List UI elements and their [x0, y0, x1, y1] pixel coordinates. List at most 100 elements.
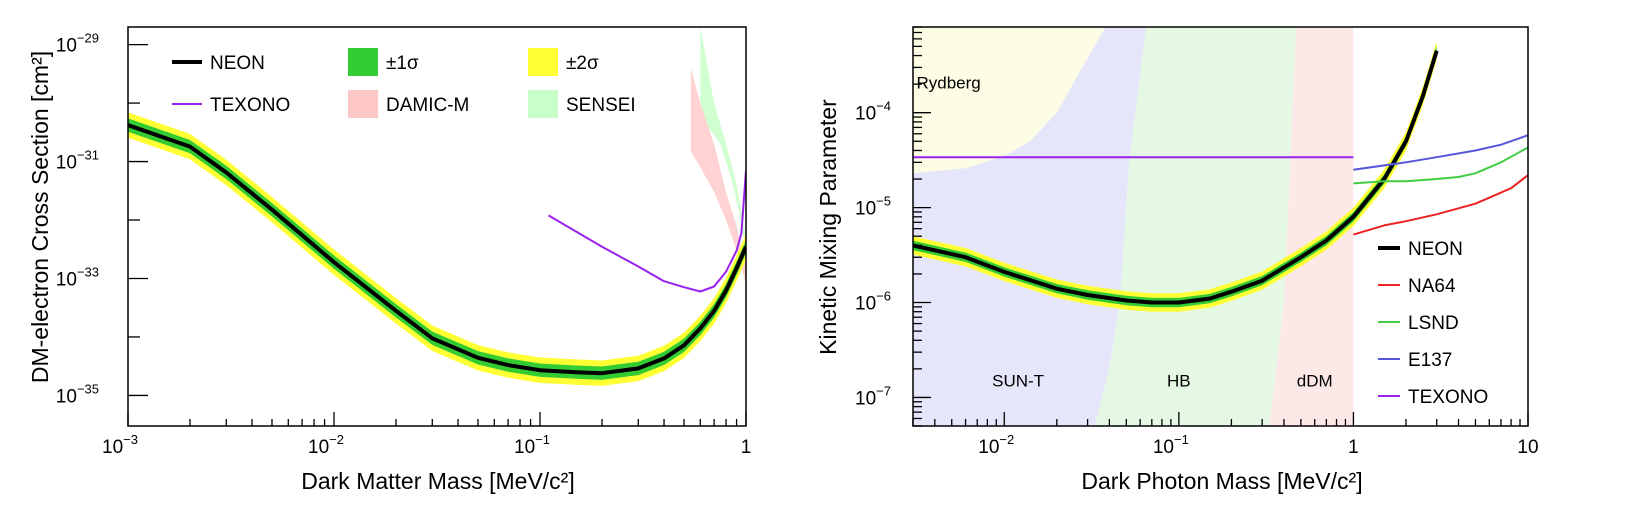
left-y-tick-label: 10−33: [56, 264, 99, 290]
left-line-texono: [547, 170, 746, 293]
left-x-tick-label: 10−1: [514, 432, 550, 458]
legend-label: ±2σ: [566, 53, 599, 74]
right-series-lines: [913, 50, 1528, 305]
legend-entry-neon: NEON: [172, 53, 265, 74]
tick-base: 10: [308, 437, 329, 458]
tick-exponent: −33: [77, 264, 99, 279]
tick-exponent: −3: [123, 432, 138, 447]
tick-exponent: −6: [876, 289, 891, 304]
left-y-tick-label: 10−29: [56, 31, 99, 57]
tick-exponent: −35: [77, 381, 99, 396]
right-excluded-regions: [913, 27, 1354, 426]
region-label-ddm: dDM: [1297, 372, 1333, 391]
left-series-lines: [128, 123, 746, 376]
left-x-tick-label: 10−2: [308, 432, 344, 458]
region-hb: [1094, 27, 1297, 426]
legend-entry-neon: NEON: [1378, 239, 1463, 260]
tick-base: 10: [855, 294, 876, 315]
left-band-2sigma: [128, 112, 746, 386]
right-y-tick-label: 10−7: [855, 383, 891, 409]
legend-label: ±1σ: [386, 53, 419, 74]
legend-label: E137: [1408, 350, 1452, 371]
tick-base: 10: [56, 153, 77, 174]
tick-exponent: −1: [1174, 432, 1189, 447]
tick-base: 10: [514, 437, 535, 458]
left-y-tick-label: 10−35: [56, 381, 99, 407]
tick-exponent: −1: [535, 432, 550, 447]
tick-exponent: −2: [329, 432, 344, 447]
right-legend: NEON NA64 LSND E137 TEXONO: [1378, 239, 1488, 408]
tick-base: 1: [741, 437, 752, 458]
tick-base: 10: [56, 36, 77, 57]
legend-label: NA64: [1408, 276, 1456, 297]
left-band-sensei: [700, 27, 746, 251]
legend-entry-texono: TEXONO: [1378, 387, 1488, 408]
left-x-tick-label: 10−3: [102, 432, 138, 458]
left-y-axis-label: DM-electron Cross Section [cm²]: [27, 51, 53, 383]
tick-base: 10: [56, 269, 77, 290]
right-y-axis-label: Kinetic Mixing Parameter: [815, 99, 841, 355]
region-rydberg: [913, 27, 1106, 174]
legend-swatch: [528, 48, 558, 76]
left-y-tick-label: 10−31: [56, 148, 99, 174]
left-x-tick-label: 1: [741, 437, 752, 458]
tick-base: 10: [1153, 437, 1174, 458]
legend-entry-damic: DAMIC-M: [348, 90, 469, 118]
legend-swatch: [528, 90, 558, 118]
legend-label: DAMIC-M: [386, 95, 469, 116]
legend-label: TEXONO: [1408, 387, 1488, 408]
left-plot-frame: [127, 26, 747, 427]
right-line-lsnd: [1353, 146, 1528, 185]
left-axis-ticks: [127, 43, 747, 426]
tick-exponent: −2: [999, 432, 1014, 447]
region-label-rydberg: Rydberg: [917, 73, 981, 92]
tick-base: 10: [855, 199, 876, 220]
region-label-sun-t: SUN-T: [992, 372, 1044, 391]
right-y-tick-label: 10−6: [855, 289, 891, 315]
tick-base: 10: [855, 104, 876, 125]
legend-label: TEXONO: [210, 95, 290, 116]
legend-entry-lsnd: LSND: [1378, 313, 1459, 334]
legend-entry-na64: NA64: [1378, 276, 1456, 297]
right-line-e137: [1353, 134, 1528, 171]
legend-entry-e137: E137: [1378, 350, 1452, 371]
tick-base: 10: [978, 437, 999, 458]
legend-swatch: [348, 48, 378, 76]
right-x-tick-label: 1: [1348, 437, 1359, 458]
tick-exponent: −4: [876, 99, 891, 114]
right-line-na64: [1353, 174, 1528, 236]
legend-label: LSND: [1408, 313, 1459, 334]
right-x-tick-label: 10: [1517, 437, 1538, 458]
region-label-hb: HB: [1167, 372, 1191, 391]
tick-exponent: −31: [77, 148, 99, 163]
right-x-axis-label: Dark Photon Mass [MeV/c²]: [1081, 468, 1362, 494]
tick-exponent: −5: [876, 194, 891, 209]
legend-entry-s2: ±2σ: [528, 48, 599, 76]
right-y-tick-label: 10−5: [855, 194, 891, 220]
region-ddm: [1269, 27, 1354, 426]
left-sigma-bands: [128, 112, 746, 386]
right-plot-frame: [912, 26, 1529, 427]
tick-exponent: −7: [876, 383, 891, 398]
tick-base: 10: [102, 437, 123, 458]
legend-entry-s1: ±1σ: [348, 48, 419, 76]
left-background-bands: [690, 27, 746, 285]
legend-swatch: [348, 90, 378, 118]
legend-entry-sensei: SENSEI: [528, 90, 636, 118]
right-x-tick-label: 10−2: [978, 432, 1014, 458]
tick-base: 1: [1348, 437, 1359, 458]
right-x-tick-label: 10−1: [1153, 432, 1189, 458]
tick-base: 10: [56, 386, 77, 407]
tick-base: 10: [1517, 437, 1538, 458]
right-y-tick-label: 10−4: [855, 99, 891, 125]
legend-label: SENSEI: [566, 95, 636, 116]
right-region-labels: SUN-T Rydberg HB dDM: [917, 73, 1333, 390]
legend-label: NEON: [1408, 239, 1463, 260]
right-line-neon: [913, 50, 1439, 305]
tick-base: 10: [855, 388, 876, 409]
left-legend: NEON ±1σ ±2σ TEXONO DAMIC-M SENSEI: [172, 48, 636, 118]
